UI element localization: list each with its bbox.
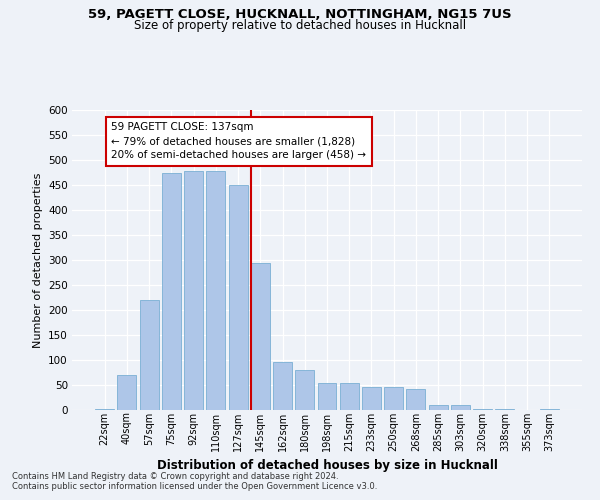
Bar <box>340 382 359 410</box>
Bar <box>184 171 203 410</box>
Bar <box>451 405 470 410</box>
Text: Size of property relative to detached houses in Hucknall: Size of property relative to detached ho… <box>134 18 466 32</box>
Bar <box>496 409 514 410</box>
Text: 59, PAGETT CLOSE, HUCKNALL, NOTTINGHAM, NG15 7US: 59, PAGETT CLOSE, HUCKNALL, NOTTINGHAM, … <box>88 8 512 20</box>
Bar <box>429 404 448 410</box>
Bar <box>473 408 492 410</box>
Bar <box>95 408 114 410</box>
Bar <box>406 389 425 410</box>
Bar <box>317 382 337 410</box>
Bar <box>384 386 403 410</box>
Bar <box>140 300 158 410</box>
Text: 59 PAGETT CLOSE: 137sqm
← 79% of detached houses are smaller (1,828)
20% of semi: 59 PAGETT CLOSE: 137sqm ← 79% of detache… <box>112 122 367 160</box>
Y-axis label: Number of detached properties: Number of detached properties <box>32 172 43 348</box>
Bar <box>162 172 181 410</box>
Bar <box>251 262 270 410</box>
Bar <box>118 375 136 410</box>
Bar <box>295 370 314 410</box>
Bar <box>229 185 248 410</box>
Text: Contains HM Land Registry data © Crown copyright and database right 2024.: Contains HM Land Registry data © Crown c… <box>12 472 338 481</box>
X-axis label: Distribution of detached houses by size in Hucknall: Distribution of detached houses by size … <box>157 459 497 472</box>
Bar <box>362 386 381 410</box>
Text: Contains public sector information licensed under the Open Government Licence v3: Contains public sector information licen… <box>12 482 377 491</box>
Bar <box>273 362 292 410</box>
Bar <box>540 408 559 410</box>
Bar <box>206 171 225 410</box>
